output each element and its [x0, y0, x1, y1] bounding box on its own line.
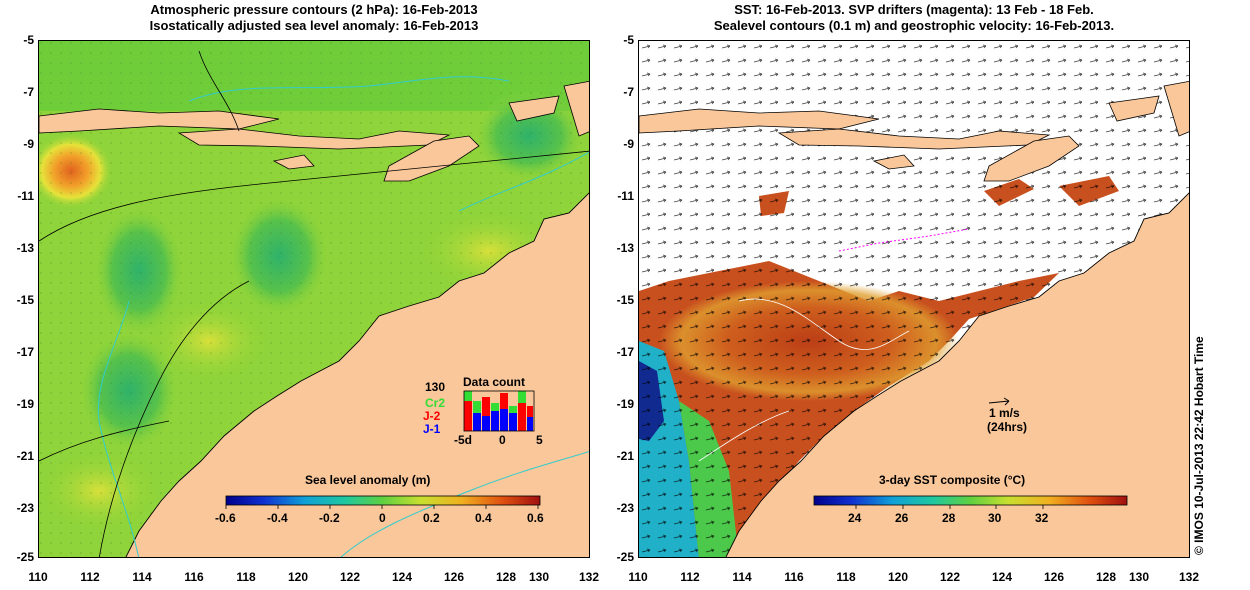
colorbar-tick: 0.2: [423, 511, 440, 525]
x-tick: 130: [1128, 570, 1150, 584]
y-tick: -7: [623, 85, 634, 99]
x-tick: 118: [836, 570, 856, 584]
y-tick: -23: [616, 501, 634, 515]
colorbar-ticks: -0.6 -0.4 -0.2 0 0.2 0.4 0.6: [211, 511, 551, 527]
sst-map-graphic: [639, 41, 1189, 557]
x-tick: 110: [628, 570, 648, 584]
sst-colorbar-tick: 30: [988, 511, 1002, 525]
sst-colorbar-ticks: 24 26 28 30 32: [839, 511, 1139, 527]
sst-colorbar-tick: 26: [895, 511, 909, 525]
right-title-line2: Sealevel contours (0.1 m) and geostrophi…: [713, 18, 1115, 33]
inset-xticks: -5d 0 5: [454, 433, 544, 447]
inset-xtick: 5: [536, 433, 543, 447]
x-tick: 128: [495, 570, 517, 584]
x-tick: 114: [732, 570, 752, 584]
x-tick: 126: [1043, 570, 1065, 584]
x-tick: 116: [184, 570, 204, 584]
sst-colorbar-label: 3-day SST composite (°C): [879, 473, 1026, 487]
right-title-line1: SST: 16-Feb-2013. SVP drifters (magenta)…: [734, 2, 1094, 17]
y-tick: -21: [16, 449, 34, 463]
x-tick: 128: [1095, 570, 1117, 584]
colorbar-tick: 0.4: [475, 511, 492, 525]
inset-xtick: -5d: [454, 433, 472, 447]
y-tick: -19: [16, 397, 34, 411]
credit-text: © IMOS 10-Jul-2013 22:42 Hobart Time: [1192, 336, 1206, 555]
x-tick: 122: [339, 570, 361, 584]
sea-level-colorbar: [225, 495, 541, 509]
x-tick: 132: [578, 570, 600, 584]
x-tick: 120: [887, 570, 909, 584]
x-tick: 110: [28, 570, 48, 584]
x-tick: 112: [680, 570, 700, 584]
y-tick: -5: [23, 33, 34, 47]
y-tick: -19: [616, 397, 634, 411]
sea-level-anomaly-map: Sea level anomaly (m) -0.6 -0.4 -0.2 0 0…: [38, 40, 590, 558]
x-tick: 112: [80, 570, 100, 584]
x-tick: 120: [287, 570, 309, 584]
inset-series-cr2: Cr2: [425, 396, 446, 410]
x-tick: 122: [939, 570, 961, 584]
y-tick: -7: [23, 85, 34, 99]
x-tick: 130: [528, 570, 550, 584]
sst-map: 1 m/s (24hrs) 3-day SST composite (°C) 2…: [638, 40, 1190, 558]
data-count-inset: [463, 390, 535, 432]
colorbar-label: Sea level anomaly (m): [305, 473, 431, 487]
colorbar-tick: -0.4: [267, 511, 288, 525]
x-tick: 124: [991, 570, 1013, 584]
y-tick: -25: [16, 550, 34, 564]
y-tick: -21: [616, 449, 634, 463]
vector-legend-speed: 1 m/s: [989, 406, 1020, 420]
sst-colorbar-tick: 28: [942, 511, 956, 525]
y-tick: -15: [616, 293, 634, 307]
sst-colorbar: [813, 495, 1128, 509]
inset-max-label: 130: [425, 380, 446, 394]
x-tick: 116: [784, 570, 804, 584]
inset-series-j2: J-2: [423, 409, 441, 423]
sea-level-anomaly-map-graphic: [39, 41, 589, 557]
inset-series-j1: J-1: [423, 422, 441, 436]
x-tick: 124: [391, 570, 413, 584]
y-tick: -9: [623, 137, 634, 151]
sst-colorbar-tick: 24: [848, 511, 862, 525]
y-tick: -25: [616, 550, 634, 564]
colorbar-tick: -0.6: [215, 511, 236, 525]
left-panel-title: Atmospheric pressure contours (2 hPa): 1…: [38, 2, 590, 34]
x-tick: 132: [1178, 570, 1200, 584]
y-tick: -17: [16, 345, 34, 359]
x-tick: 126: [443, 570, 465, 584]
y-tick: -17: [616, 345, 634, 359]
y-tick: -23: [16, 501, 34, 515]
left-title-line2: Isostatically adjusted sea level anomaly…: [149, 18, 479, 33]
colorbar-tick: -0.2: [319, 511, 340, 525]
y-tick: -11: [617, 189, 634, 203]
vector-legend-period: (24hrs): [987, 420, 1028, 434]
right-panel-title: SST: 16-Feb-2013. SVP drifters (magenta)…: [638, 2, 1190, 34]
sst-colorbar-tick: 32: [1035, 511, 1049, 525]
colorbar-tick: 0.6: [527, 511, 544, 525]
x-tick: 118: [236, 570, 256, 584]
left-title-line1: Atmospheric pressure contours (2 hPa): 1…: [150, 2, 478, 17]
vector-scale-arrow: [988, 397, 1010, 406]
inset-title: Data count: [463, 375, 526, 389]
y-tick: -13: [16, 241, 34, 255]
y-tick: -11: [17, 189, 34, 203]
y-tick: -13: [616, 241, 634, 255]
inset-xtick: 0: [499, 433, 506, 447]
y-tick: -5: [623, 33, 634, 47]
y-tick: -15: [16, 293, 34, 307]
x-tick: 114: [132, 570, 152, 584]
colorbar-tick: 0: [379, 511, 386, 525]
y-tick: -9: [23, 137, 34, 151]
